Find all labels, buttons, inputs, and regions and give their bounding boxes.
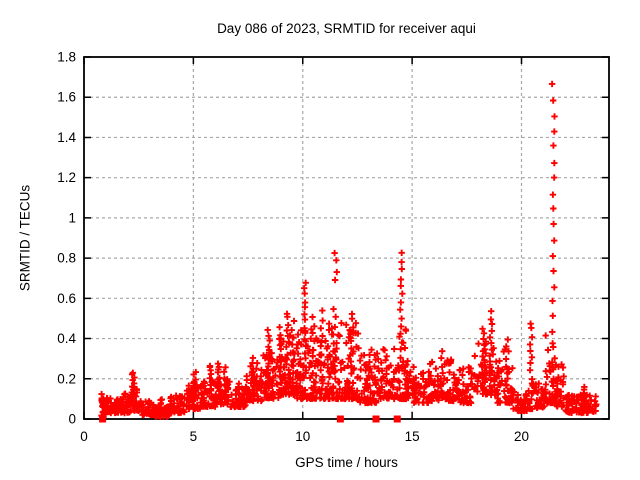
y-tick-label: 0 — [68, 412, 76, 427]
x-tick-label: 0 — [80, 429, 88, 444]
y-tick-label: 0.8 — [57, 251, 76, 266]
y-tick-label: 0.4 — [57, 331, 76, 346]
y-tick-label: 1.8 — [57, 50, 76, 65]
x-tick-label: 20 — [514, 429, 529, 444]
x-tick-label: 10 — [295, 429, 310, 444]
y-tick-label: 0.2 — [57, 371, 76, 386]
zero-flag-square — [393, 415, 401, 423]
y-tick-label: 1 — [68, 210, 76, 225]
y-tick-label: 1.2 — [57, 170, 76, 185]
x-tick-label: 15 — [405, 429, 420, 444]
grid-lines — [84, 57, 609, 419]
chart-title: Day 086 of 2023, SRMTID for receiver aqu… — [217, 21, 476, 36]
y-tick-label: 0.6 — [57, 291, 76, 306]
x-axis-title: GPS time / hours — [295, 455, 398, 470]
zero-flag-square — [99, 415, 107, 423]
y-tick-label: 1.4 — [57, 130, 76, 145]
plot-border — [83, 56, 610, 420]
x-tick-label: 5 — [190, 429, 198, 444]
y-tick-label: 1.6 — [57, 90, 76, 105]
scatter-points — [98, 80, 600, 421]
zero-flag-square — [372, 415, 380, 423]
zero-flag-square — [336, 415, 344, 423]
